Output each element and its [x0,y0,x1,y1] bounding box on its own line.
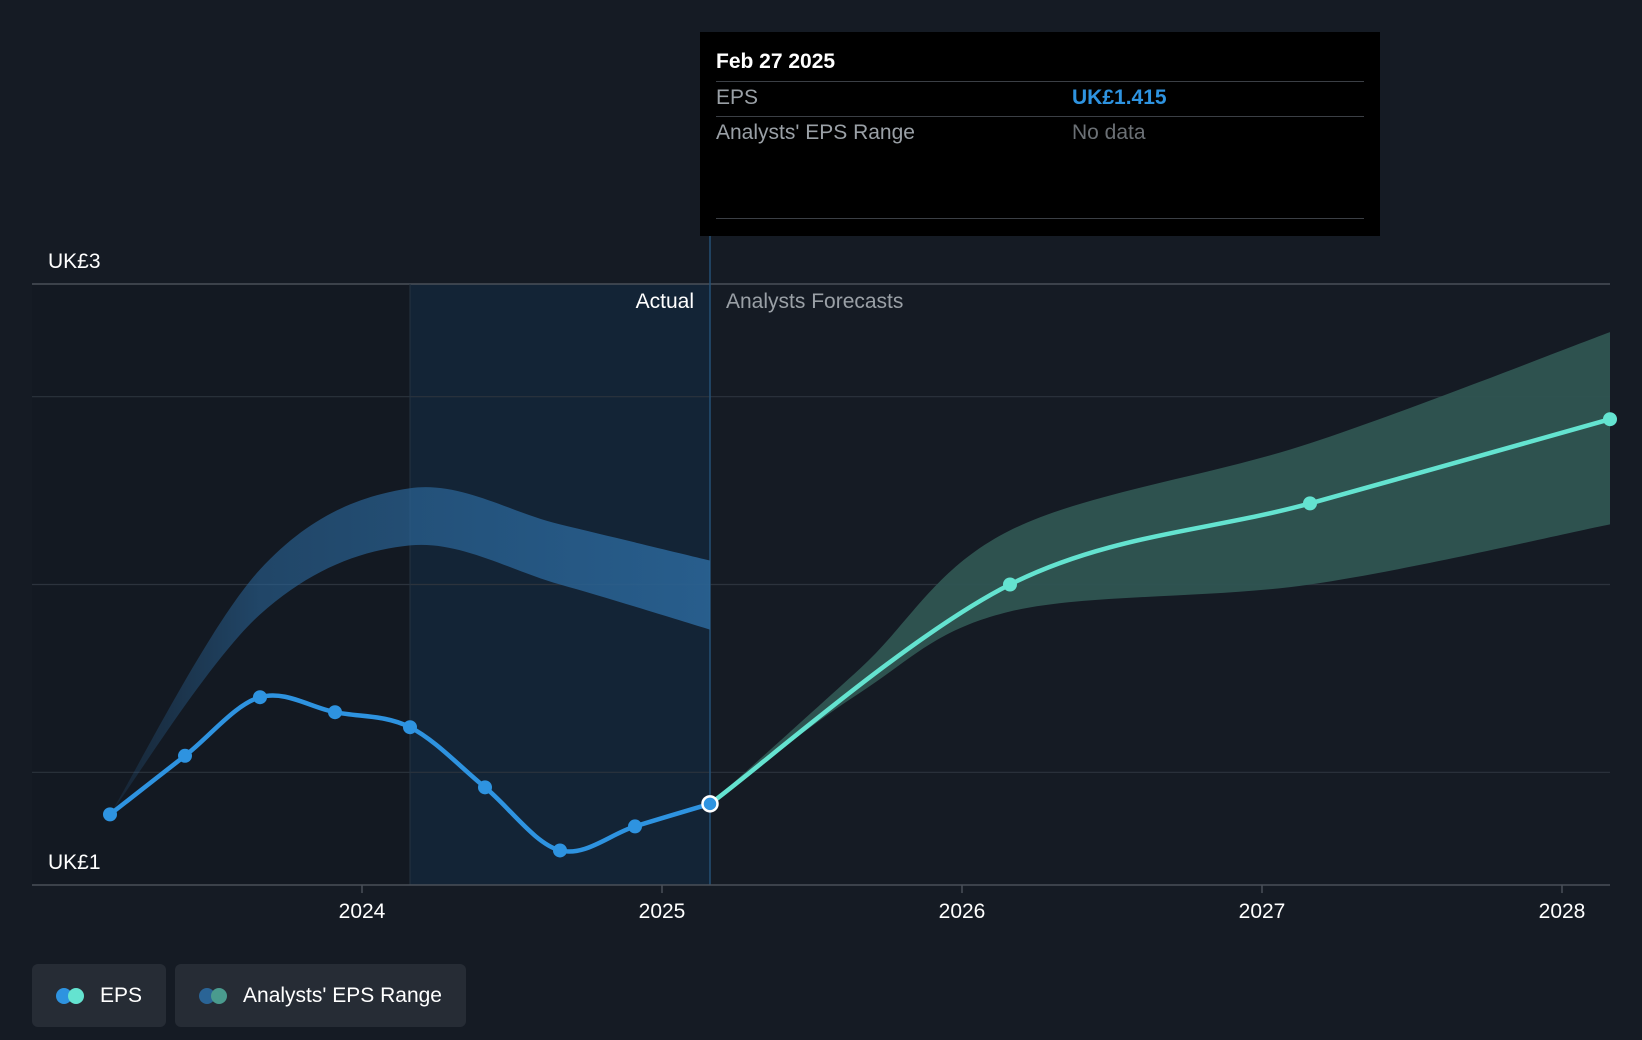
legend-range-label: Analysts' EPS Range [243,983,442,1007]
tooltip-range-label: Analysts' EPS Range [716,121,915,144]
eps-actual-point [403,720,417,735]
eps-actual-point [628,819,642,834]
actual-label: Actual [636,290,694,313]
eps-actual-point [178,748,192,763]
x-tick-label: 2024 [339,900,386,923]
range-forecast-dot-icon [211,987,228,1004]
eps-forecast-point [1003,577,1017,592]
legend-item-range[interactable]: Analysts' EPS Range [175,964,466,1027]
y-axis-label: UK£1 [48,851,101,874]
eps-legend-icon [56,987,86,1004]
range-legend-icon [199,987,229,1004]
x-tick-label: 2025 [639,900,686,923]
eps-forecast-point [1603,412,1617,427]
tooltip-eps-value: UK£1.415 [1072,86,1167,109]
tooltip-date: Feb 27 2025 [716,46,1364,82]
forecast-label: Analysts Forecasts [726,290,903,313]
eps-forecast-line [707,416,1613,807]
eps-actual-point [328,705,342,720]
tooltip-range-value: No data [1072,121,1146,144]
legend-eps-label: EPS [100,983,143,1007]
eps-actual-point [553,843,567,858]
tooltip-row-range: Analysts' EPS Range No data [716,117,1364,151]
x-tick-label: 2026 [939,900,986,923]
tooltip-panel: Feb 27 2025 EPS UK£1.415 Analysts' EPS R… [700,32,1380,236]
x-tick-label: 2028 [1539,900,1586,923]
eps-actual-point [253,690,267,705]
tooltip-eps-label: EPS [716,86,759,109]
legend: EPS Analysts' EPS Range [32,964,466,1027]
eps-hover-point [701,795,719,813]
eps-forecast-point [1303,496,1317,511]
legend-item-eps[interactable]: EPS [32,964,167,1027]
eps-range-band-forecast [710,332,1610,804]
x-tick-label: 2027 [1239,900,1286,923]
eps-range-band-actual [110,487,710,815]
eps-actual-point [478,780,492,795]
eps-forecast-dot-icon [68,987,84,1004]
tooltip-divider [716,218,1364,219]
tooltip-row-eps: EPS UK£1.415 [716,82,1364,117]
eps-actual-point [103,807,117,822]
y-axis-label: UK£3 [48,250,101,273]
